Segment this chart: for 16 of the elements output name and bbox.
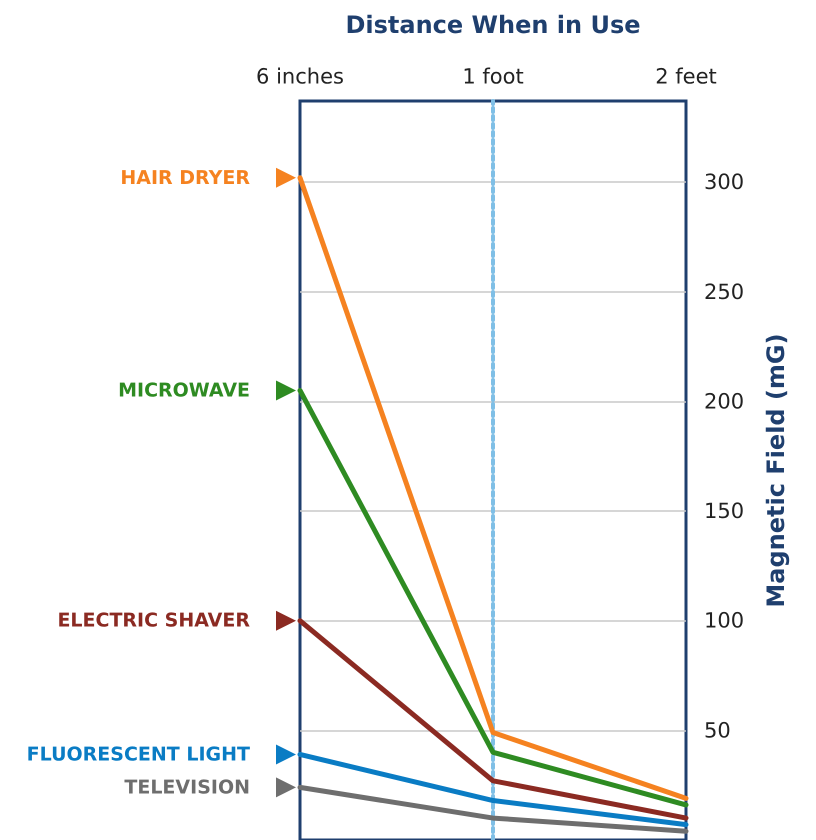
y-tick-label: 300 xyxy=(704,170,744,194)
y-tick-label: 150 xyxy=(704,499,744,524)
y-axis-title: Magnetic Field (mG) xyxy=(762,333,790,608)
x-tick-label: 1 foot xyxy=(462,64,524,88)
legend-label: ELECTRIC SHAVER xyxy=(57,610,250,632)
legend-label: FLUORESCENT LIGHT xyxy=(26,743,250,766)
x-tick-label: 2 feet xyxy=(655,64,717,88)
legend-label: TELEVISION xyxy=(124,776,250,798)
legend-label: MICROWAVE xyxy=(118,379,250,402)
y-tick-label: 200 xyxy=(704,389,744,414)
y-tick-label: 50 xyxy=(704,718,731,742)
y-tick-label: 250 xyxy=(704,280,744,304)
y-tick-label: 100 xyxy=(704,608,744,633)
x-axis-title: Distance When in Use xyxy=(345,11,641,39)
legend-label: HAIR DRYER xyxy=(120,166,250,189)
x-tick-label: 6 inches xyxy=(256,64,344,88)
